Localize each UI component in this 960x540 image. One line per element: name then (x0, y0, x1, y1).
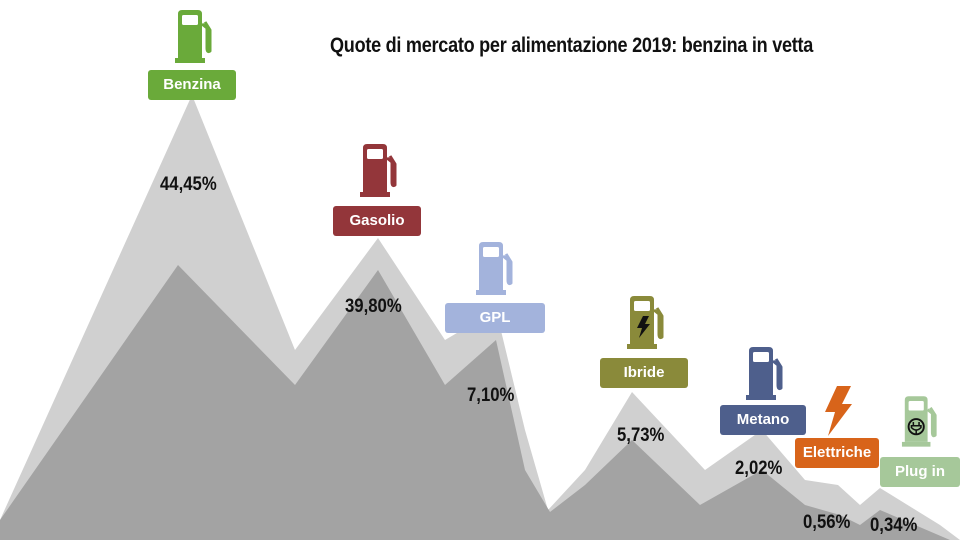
category-label-plug-in: Plug in (880, 457, 960, 487)
value-label-benzina: 44,45% (160, 174, 217, 195)
category-label-elettriche: Elettriche (795, 438, 879, 468)
category-label-metano: Metano (720, 405, 806, 435)
value-label-plug-in: 0,34% (870, 515, 918, 536)
value-label-gpl: 7,10% (467, 385, 515, 406)
mountain-front-shape (0, 265, 950, 540)
category-label-ibride: Ibride (600, 358, 688, 388)
category-label-gasolio: Gasolio (333, 206, 421, 236)
value-label-ibride: 5,73% (617, 425, 665, 446)
value-label-metano: 2,02% (735, 458, 783, 479)
value-label-elettriche: 0,56% (803, 512, 851, 533)
value-label-gasolio: 39,80% (345, 296, 402, 317)
chart-title: Quote di mercato per alimentazione 2019:… (330, 34, 814, 57)
category-label-benzina: Benzina (148, 70, 236, 100)
category-label-gpl: GPL (445, 303, 545, 333)
